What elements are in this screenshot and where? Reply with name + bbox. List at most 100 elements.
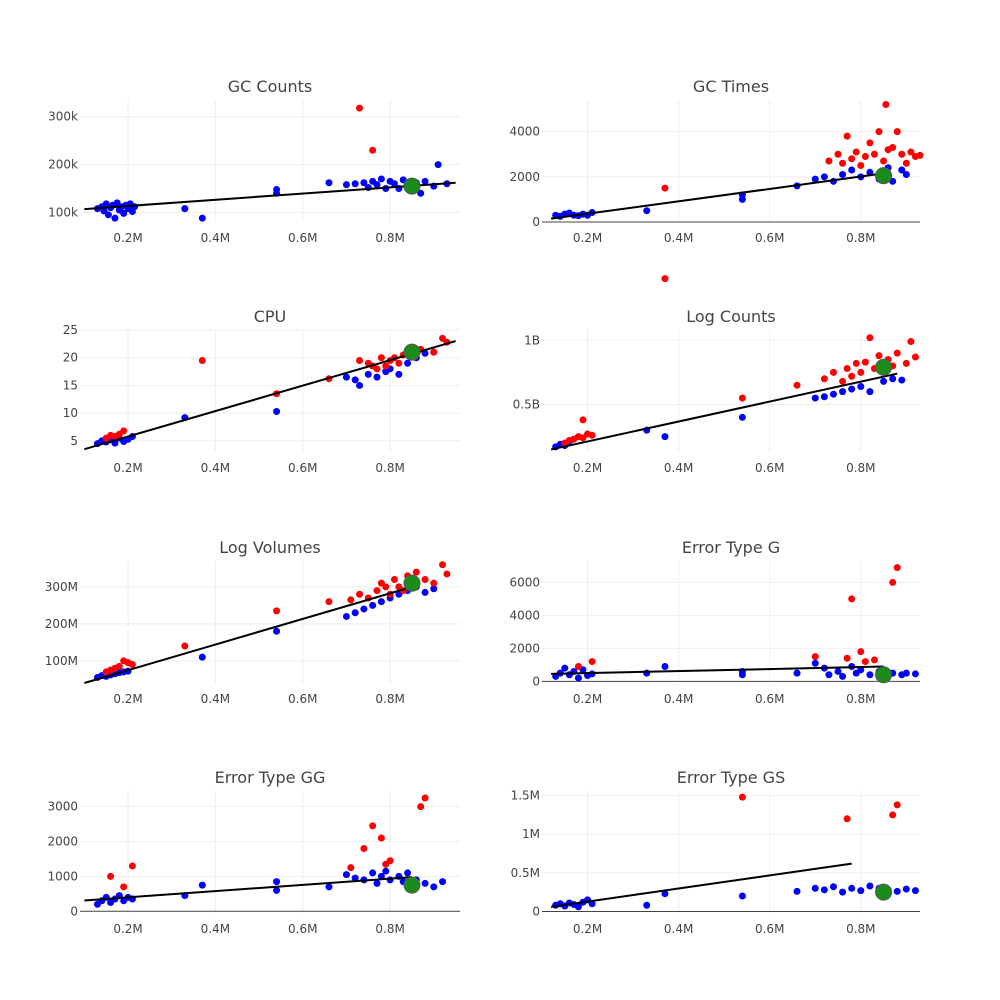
normal-point: [857, 887, 865, 895]
normal-point: [839, 672, 847, 680]
anomaly-point: [661, 275, 669, 283]
current-point-marker: [403, 876, 421, 894]
anomaly-point: [902, 359, 910, 367]
x-tick-label: 0.2M: [113, 692, 142, 706]
normal-point: [342, 373, 350, 381]
y-tick-label: 0: [532, 904, 540, 918]
normal-point: [866, 882, 874, 890]
normal-point: [902, 669, 910, 677]
y-tick-label: 4000: [509, 608, 540, 622]
anomaly-point: [893, 564, 901, 572]
anomaly-point: [825, 157, 833, 165]
x-tick-label: 0.4M: [664, 692, 693, 706]
anomaly-point: [875, 352, 883, 360]
anomaly-point: [417, 803, 425, 811]
x-tick-label: 0.6M: [288, 922, 317, 936]
y-tick-label: 25: [63, 323, 78, 337]
normal-point: [369, 601, 377, 609]
chart-panel: GC Times 0.2M 0.4M 0.6M 0.8M 0 2000 4000: [509, 77, 924, 245]
anomaly-point: [889, 143, 897, 151]
normal-point: [839, 171, 847, 179]
anomaly-point: [852, 148, 860, 156]
normal-point: [386, 876, 394, 884]
x-tick-label: 0.4M: [664, 231, 693, 245]
normal-point: [325, 179, 333, 187]
anomaly-point: [882, 101, 890, 109]
anomaly-point: [360, 845, 368, 853]
normal-point: [911, 670, 919, 678]
anomaly-point: [843, 365, 851, 373]
x-tick-label: 0.2M: [573, 461, 602, 475]
chart-title: Error Type G: [682, 538, 780, 557]
normal-point: [811, 175, 819, 183]
anomaly-point: [861, 658, 869, 666]
anomaly-point: [820, 375, 828, 383]
normal-point: [820, 173, 828, 181]
x-tick-label: 0.8M: [375, 692, 404, 706]
normal-point: [898, 166, 906, 174]
x-tick-label: 0.6M: [288, 692, 317, 706]
normal-point: [430, 585, 438, 593]
chart-panel: Log Volumes 0.2M 0.4M 0.6M 0.8M 100M 200M 300M: [45, 538, 460, 706]
anomaly-point: [907, 338, 915, 346]
normal-point: [325, 883, 333, 891]
anomaly-point: [579, 416, 587, 424]
normal-point: [839, 888, 847, 896]
normal-point: [439, 878, 447, 886]
anomaly-point: [848, 155, 856, 163]
normal-point: [643, 669, 651, 677]
current-point-marker: [403, 177, 421, 195]
chart-title: GC Times: [693, 77, 769, 96]
anomaly-point: [875, 128, 883, 136]
anomaly-point: [911, 353, 919, 361]
trend-line: [551, 665, 884, 675]
anomaly-point: [843, 815, 851, 823]
anomaly-point: [588, 431, 596, 439]
anomaly-point: [916, 151, 924, 159]
normal-point: [793, 887, 801, 895]
normal-point: [857, 383, 865, 391]
normal-point: [643, 901, 651, 909]
anomaly-point: [857, 648, 865, 656]
anomaly-point: [843, 132, 851, 140]
anomaly-point: [198, 357, 206, 364]
normal-point: [738, 892, 746, 900]
normal-point: [351, 180, 359, 188]
y-tick-label: 300k: [48, 110, 78, 124]
normal-point: [390, 180, 398, 188]
normal-point: [369, 869, 377, 877]
y-tick-label: 10: [63, 406, 78, 420]
anomaly-point: [430, 348, 438, 356]
normal-point: [404, 869, 412, 877]
normal-point: [356, 381, 364, 389]
normal-point: [273, 627, 281, 635]
chart-panel: Error Type GS 0.2M 0.4M 0.6M 0.8M 0 0.5M 1M 1.5M: [511, 768, 920, 936]
x-tick-label: 0.8M: [846, 922, 875, 936]
anomaly-point: [852, 359, 860, 367]
anomaly-point: [839, 377, 847, 385]
normal-point: [404, 359, 412, 367]
y-tick-label: 2000: [509, 641, 540, 655]
normal-point: [643, 207, 651, 215]
y-tick-label: 0: [532, 215, 540, 229]
anomaly-point: [120, 883, 128, 891]
anomaly-point: [843, 654, 851, 662]
normal-point: [848, 385, 856, 393]
anomaly-point: [848, 372, 856, 380]
x-tick-label: 0.8M: [375, 461, 404, 475]
normal-point: [198, 881, 206, 889]
normal-point: [434, 161, 442, 169]
x-tick-label: 0.8M: [846, 231, 875, 245]
x-tick-label: 0.6M: [288, 231, 317, 245]
anomaly-point: [356, 104, 364, 112]
y-tick-label: 100k: [48, 205, 78, 219]
anomaly-point: [377, 834, 385, 842]
x-tick-label: 0.2M: [113, 922, 142, 936]
anomaly-point: [412, 568, 420, 576]
normal-point: [198, 214, 206, 222]
anomaly-point: [893, 128, 901, 136]
chart-panel: CPU 0.2M 0.4M 0.6M 0.8M 5 10 15 20 25: [63, 307, 460, 475]
y-tick-label: 0.5M: [511, 866, 540, 880]
anomaly-point: [898, 150, 906, 158]
